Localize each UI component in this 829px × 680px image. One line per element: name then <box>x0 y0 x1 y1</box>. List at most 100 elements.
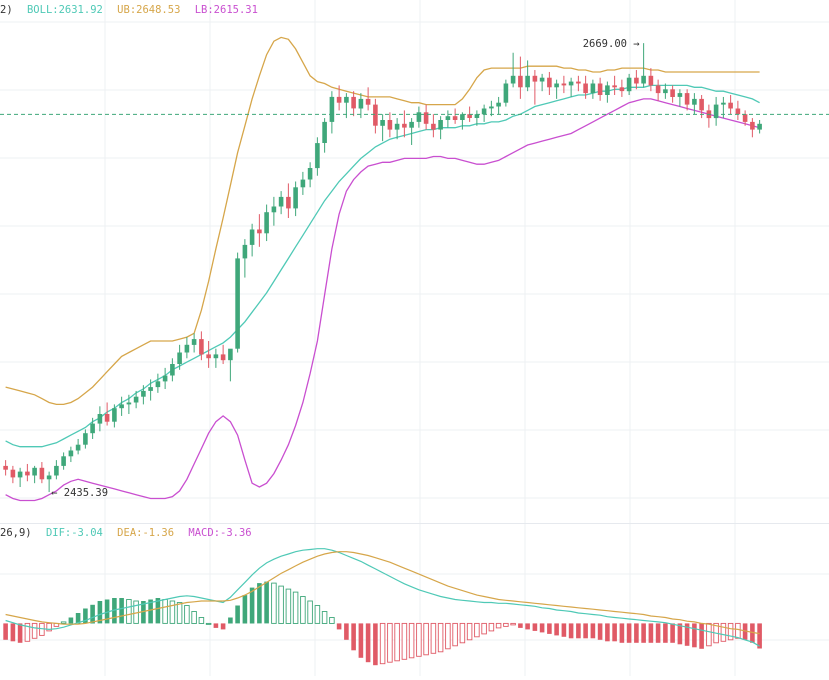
macd-histogram-bar <box>750 623 755 643</box>
macd-histogram-bar <box>220 623 226 630</box>
candle <box>402 110 407 138</box>
candle-body <box>670 89 675 97</box>
candle-body <box>677 93 683 97</box>
candle-body <box>728 102 733 109</box>
candle-body <box>220 354 226 361</box>
macd-histogram-bar <box>583 623 588 639</box>
macd-histogram-bar <box>706 622 712 647</box>
candle <box>68 446 74 463</box>
candle <box>322 118 327 153</box>
candle <box>141 385 146 405</box>
macd-bar <box>437 622 444 653</box>
macd-bar <box>503 622 509 627</box>
macd-bar <box>605 623 610 642</box>
candle-body <box>351 96 356 109</box>
candle-body <box>663 89 668 94</box>
macd-histogram-bar <box>554 623 559 636</box>
macd-histogram-bar <box>300 596 306 624</box>
candle-body <box>25 471 30 476</box>
macd-bar <box>387 622 393 663</box>
candle <box>583 75 588 99</box>
candle <box>170 358 175 382</box>
candle <box>489 100 494 117</box>
macd-bar <box>314 605 321 624</box>
candle-body <box>126 402 132 405</box>
boll-legend-lb: LB:2615.31 <box>194 4 258 16</box>
macd-histogram-bar <box>169 600 176 624</box>
boll-legend-boll: BOLL:2631.92 <box>26 4 103 16</box>
macd-histogram-bar <box>408 622 415 659</box>
candle-body <box>336 96 342 103</box>
macd-bar <box>445 622 451 650</box>
macd-bar <box>554 623 559 636</box>
macd-histogram-bar <box>112 598 117 624</box>
candle <box>380 114 385 142</box>
macd-legend: 26,9) DIF:-3.04 DEA:-1.36 MACD:-3.36 <box>0 527 260 539</box>
candle <box>532 70 538 105</box>
candle <box>358 93 364 119</box>
macd-bar <box>184 605 190 624</box>
macd-histogram-bar <box>605 623 610 642</box>
macd-bar <box>619 623 625 643</box>
candle-body <box>155 381 161 388</box>
macd-bar <box>220 623 226 630</box>
candle-body <box>539 77 545 82</box>
boll-legend-ub: UB:2648.53 <box>117 4 181 16</box>
macd-bar <box>17 623 23 643</box>
candle-body <box>568 81 574 86</box>
candle-body <box>271 206 277 213</box>
candle <box>257 214 262 247</box>
candle <box>119 396 124 416</box>
macd-bar <box>532 623 538 631</box>
macd-histogram-bar <box>10 623 16 642</box>
macd-histogram-bar <box>525 623 530 630</box>
candle-body <box>264 212 269 234</box>
candle-body <box>228 348 233 361</box>
series-dif-line <box>5 548 760 647</box>
macd-histogram-bar <box>358 623 364 658</box>
candle <box>568 77 574 97</box>
macd-histogram-bar <box>198 617 205 624</box>
macd-histogram-bar <box>684 623 690 646</box>
candle-body <box>489 106 494 109</box>
candle <box>655 79 661 101</box>
macd-histogram-bar <box>365 623 371 663</box>
candle-body <box>757 123 762 130</box>
candle <box>648 68 654 92</box>
candle-body <box>481 108 487 115</box>
candle <box>235 252 240 353</box>
macd-bar <box>706 622 712 647</box>
candle <box>126 394 132 414</box>
candle-body <box>554 83 559 88</box>
candle <box>39 462 45 484</box>
candle-body <box>750 121 755 130</box>
candle-body <box>235 258 240 349</box>
macd-bar <box>205 622 212 625</box>
candle-body <box>46 475 52 480</box>
macd-bar <box>68 617 74 624</box>
macd-histogram-bar <box>97 601 103 624</box>
macd-bar <box>742 623 748 640</box>
candle-body <box>213 354 219 359</box>
macd-histogram-bar <box>539 623 545 633</box>
macd-bar <box>561 623 567 637</box>
candle <box>155 373 161 393</box>
candle <box>742 110 748 126</box>
macd-bar <box>692 623 697 648</box>
candle-body <box>713 104 719 119</box>
candle-body <box>742 114 748 122</box>
macd-legend-prefix: 26,9) <box>0 527 32 539</box>
macd-histogram-bar <box>321 611 328 624</box>
candle-body <box>692 98 697 105</box>
macd-histogram-bar <box>663 623 668 643</box>
candle <box>133 390 139 409</box>
macd-bar <box>155 598 161 624</box>
candle-body <box>634 77 639 84</box>
macd-bar <box>83 608 88 624</box>
macd-bar <box>235 605 240 624</box>
series-lb-line <box>5 98 760 502</box>
candle-body <box>141 390 146 397</box>
macd-bar <box>590 623 596 639</box>
candle <box>336 85 342 111</box>
